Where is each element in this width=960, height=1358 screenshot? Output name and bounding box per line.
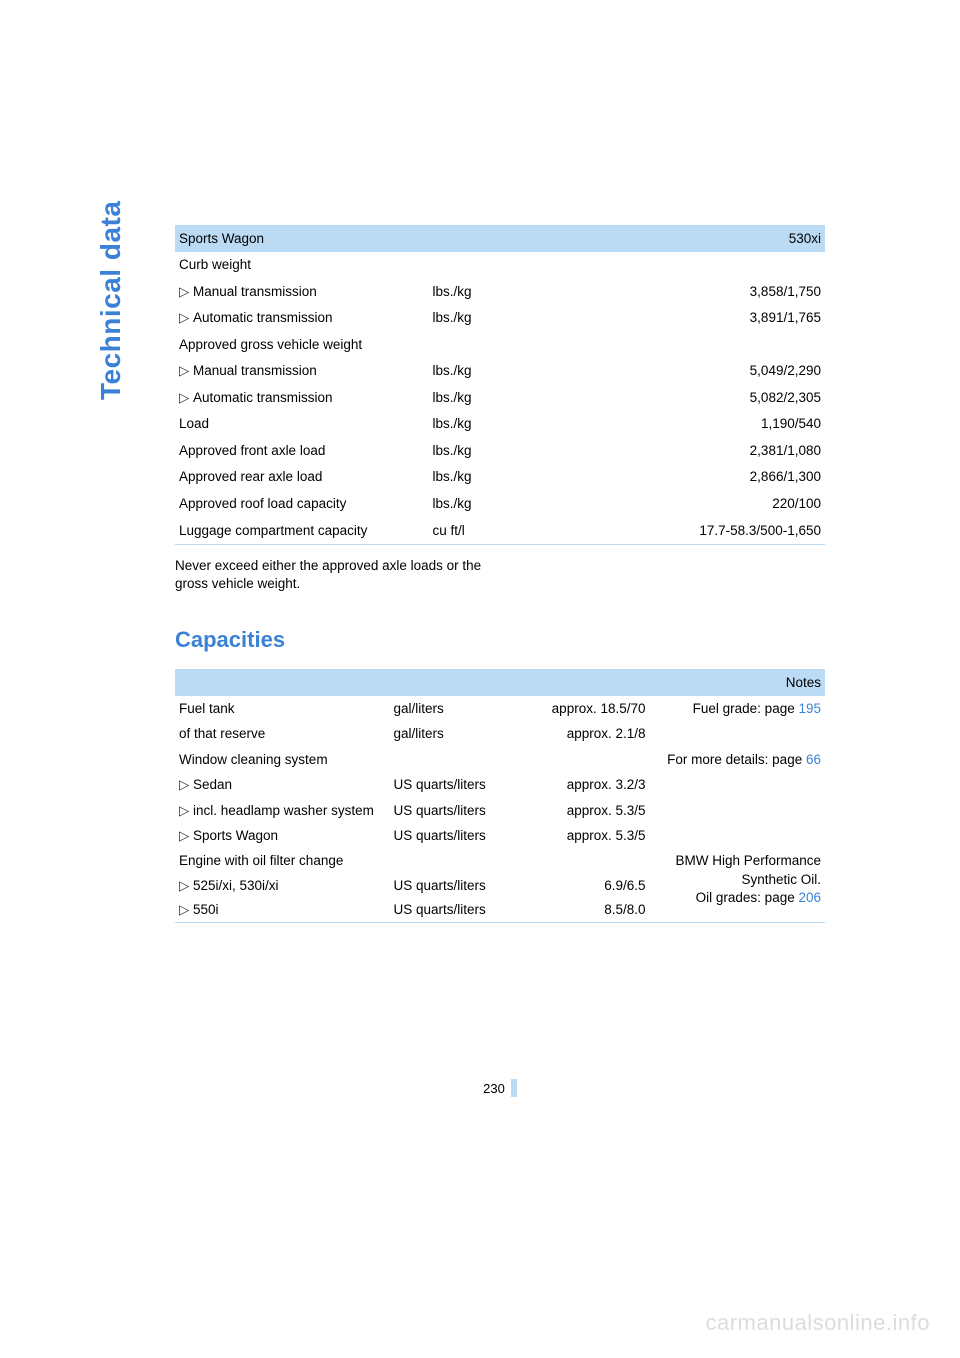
table-row: Approved front axle load lbs./kg 2,381/1…	[175, 437, 825, 464]
capacities-heading: Capacities	[175, 627, 825, 653]
page-content: Sports Wagon 530xi Curb weight ▷Manual t…	[175, 225, 825, 923]
table-row: ▷Automatic transmission lbs./kg 5,082/2,…	[175, 384, 825, 411]
table-row: ▷Manual transmission lbs./kg 5,049/2,290	[175, 358, 825, 385]
weights-header-left: Sports Wagon	[175, 225, 429, 252]
capacities-header-row: Notes	[175, 669, 825, 696]
triangle-icon: ▷	[179, 802, 193, 820]
triangle-icon: ▷	[179, 362, 193, 380]
triangle-icon: ▷	[179, 901, 193, 919]
table-row: Fuel tank gal/liters approx. 18.5/70 Fue…	[175, 696, 825, 722]
page-link[interactable]: 195	[798, 701, 821, 716]
page-link[interactable]: 206	[798, 890, 821, 905]
page-number-bar-icon	[511, 1079, 517, 1097]
table-row: Engine with oil filter change BMW High P…	[175, 849, 825, 874]
weights-footnote: Never exceed either the approved axle lo…	[175, 557, 505, 593]
table-row: ▷Sports Wagon US quarts/liters approx. 5…	[175, 823, 825, 849]
weights-header-row: Sports Wagon 530xi	[175, 225, 825, 252]
table-separator	[175, 544, 825, 545]
triangle-icon: ▷	[179, 827, 193, 845]
triangle-icon: ▷	[179, 877, 193, 895]
table-row: Load lbs./kg 1,190/540	[175, 411, 825, 438]
triangle-icon: ▷	[179, 389, 193, 407]
page-number: 230	[483, 1081, 511, 1096]
page-number-region: 230	[175, 1079, 825, 1098]
weights-table: Sports Wagon 530xi Curb weight ▷Manual t…	[175, 225, 825, 545]
table-row: of that reserve gal/liters approx. 2.1/8	[175, 721, 825, 747]
table-row: ▷incl. headlamp washer system US quarts/…	[175, 798, 825, 824]
side-tab-label: Technical data	[95, 201, 127, 400]
table-row: ▷Manual transmission lbs./kg 3,858/1,750	[175, 278, 825, 305]
table-row: Window cleaning system For more details:…	[175, 747, 825, 773]
table-row: ▷Automatic transmission lbs./kg 3,891/1,…	[175, 305, 825, 332]
weights-header-right: 530xi	[572, 225, 826, 252]
capacities-table: Notes Fuel tank gal/liters approx. 18.5/…	[175, 669, 825, 923]
triangle-icon: ▷	[179, 776, 193, 794]
triangle-icon: ▷	[179, 309, 193, 327]
table-row: Approved gross vehicle weight	[175, 331, 825, 358]
triangle-icon: ▷	[179, 283, 193, 301]
table-row: Approved roof load capacity lbs./kg 220/…	[175, 490, 825, 517]
table-row: Curb weight	[175, 252, 825, 279]
page-link[interactable]: 66	[806, 752, 821, 767]
table-row: Approved rear axle load lbs./kg 2,866/1,…	[175, 464, 825, 491]
watermark: carmanualsonline.info	[705, 1310, 930, 1336]
notes-header: Notes	[650, 669, 826, 696]
table-separator	[175, 922, 825, 923]
table-row: Luggage compartment capacity cu ft/l 17.…	[175, 517, 825, 544]
table-row: ▷Sedan US quarts/liters approx. 3.2/3	[175, 772, 825, 798]
